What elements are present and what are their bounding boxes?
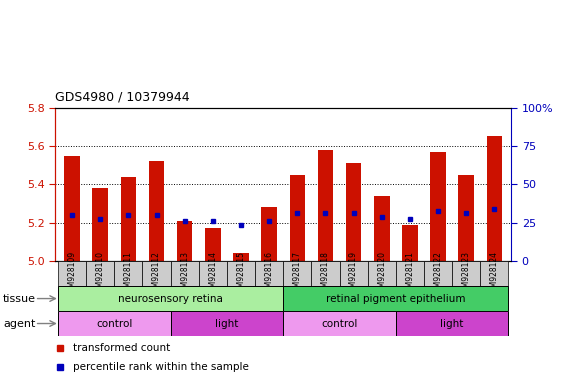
Bar: [487, 136, 502, 261]
Bar: [368, 261, 396, 286]
Bar: [396, 261, 424, 286]
Bar: [452, 261, 480, 286]
Bar: [346, 163, 361, 261]
Bar: [424, 261, 452, 286]
Bar: [205, 228, 221, 261]
Text: neurosensory retina: neurosensory retina: [118, 293, 223, 304]
Bar: [199, 261, 227, 286]
Text: agent: agent: [3, 318, 35, 329]
Bar: [284, 261, 311, 286]
Text: GSM928123: GSM928123: [462, 251, 471, 296]
Text: GSM928122: GSM928122: [433, 251, 443, 296]
Bar: [458, 175, 474, 261]
Bar: [261, 207, 277, 261]
Bar: [58, 311, 171, 336]
Bar: [121, 177, 136, 261]
Bar: [142, 261, 171, 286]
Bar: [255, 261, 284, 286]
Text: GSM928118: GSM928118: [321, 251, 330, 296]
Bar: [114, 261, 142, 286]
Bar: [92, 188, 108, 261]
Bar: [311, 261, 339, 286]
Bar: [64, 156, 80, 261]
Text: GSM928113: GSM928113: [180, 251, 189, 296]
Bar: [431, 152, 446, 261]
Bar: [289, 175, 305, 261]
Text: GSM928120: GSM928120: [377, 251, 386, 296]
Bar: [374, 196, 389, 261]
Text: GSM928110: GSM928110: [96, 251, 105, 296]
Bar: [58, 261, 86, 286]
Text: GSM928111: GSM928111: [124, 251, 133, 296]
Text: tissue: tissue: [3, 293, 36, 304]
Text: percentile rank within the sample: percentile rank within the sample: [73, 362, 249, 372]
Bar: [58, 286, 284, 311]
Bar: [149, 161, 164, 261]
Bar: [177, 221, 192, 261]
Text: control: control: [321, 318, 358, 329]
Bar: [339, 261, 368, 286]
Bar: [233, 253, 249, 261]
Text: GSM928117: GSM928117: [293, 251, 302, 296]
Bar: [227, 261, 255, 286]
Text: light: light: [215, 318, 239, 329]
Bar: [318, 150, 333, 261]
Bar: [396, 311, 508, 336]
Text: GSM928115: GSM928115: [236, 251, 246, 296]
Text: GSM928112: GSM928112: [152, 251, 161, 296]
Text: GSM928119: GSM928119: [349, 251, 358, 296]
Text: GSM928114: GSM928114: [209, 251, 217, 296]
Bar: [171, 261, 199, 286]
Text: GDS4980 / 10379944: GDS4980 / 10379944: [55, 91, 190, 104]
Text: GSM928116: GSM928116: [265, 251, 274, 296]
Text: transformed count: transformed count: [73, 343, 171, 353]
Bar: [171, 311, 284, 336]
Text: GSM928109: GSM928109: [67, 250, 77, 297]
Bar: [86, 261, 114, 286]
Text: light: light: [440, 318, 464, 329]
Text: control: control: [96, 318, 132, 329]
Bar: [402, 225, 418, 261]
Bar: [284, 311, 396, 336]
Text: GSM928124: GSM928124: [490, 251, 499, 296]
Bar: [284, 286, 508, 311]
Bar: [480, 261, 508, 286]
Text: retinal pigment epithelium: retinal pigment epithelium: [326, 293, 465, 304]
Text: GSM928121: GSM928121: [406, 251, 414, 296]
